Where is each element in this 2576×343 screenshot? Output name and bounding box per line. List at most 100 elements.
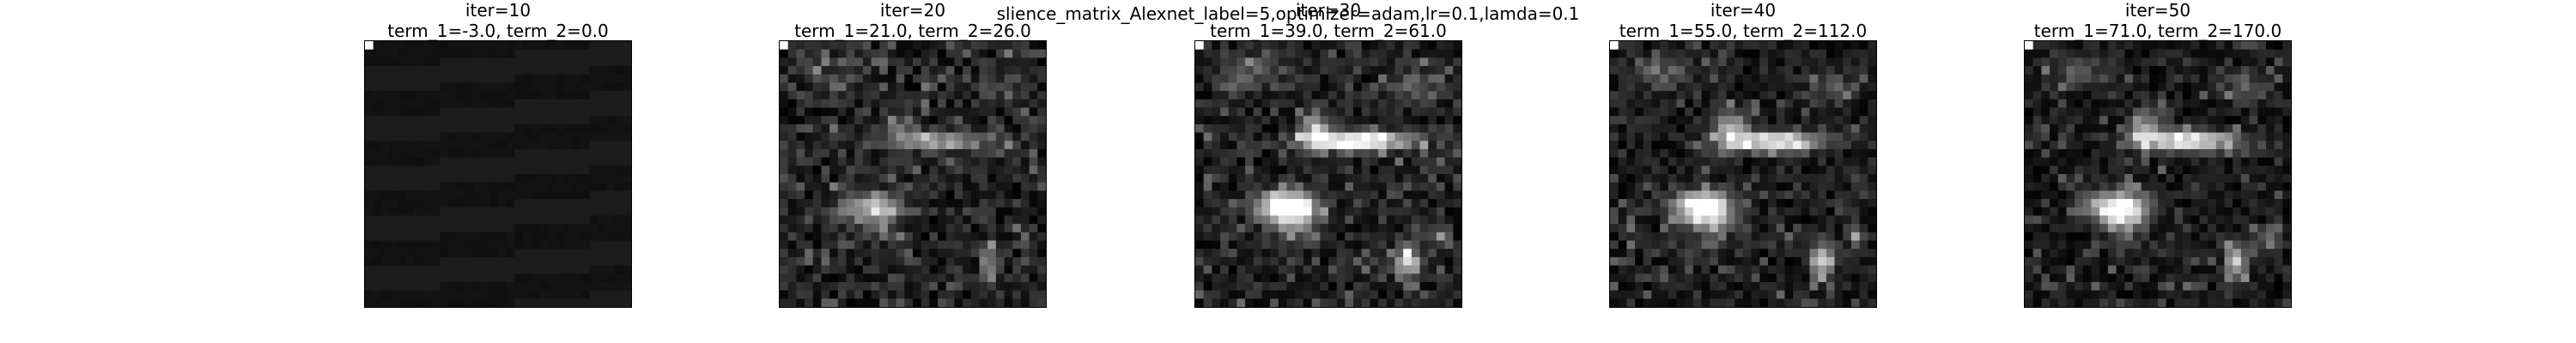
heatmap-cell [422,174,432,184]
heatmap-cell [1759,190,1769,200]
heatmap-cell [2141,116,2150,125]
heatmap-cell [605,274,615,283]
heatmap-cell [1303,215,1312,225]
heatmap-cell [995,91,1005,100]
heatmap-cell [1261,240,1271,250]
heatmap-cell [1710,157,1719,166]
heatmap-cell [2116,182,2125,191]
heatmap-cell [1270,74,1279,83]
heatmap-cell [2265,123,2275,133]
heatmap-cell [1843,182,1852,191]
heatmap-cell [1228,274,1237,283]
heatmap-cell [1676,232,1686,241]
heatmap-cell [2282,141,2291,150]
heatmap-cell [862,174,872,184]
heatmap-cell [1361,232,1370,241]
heatmap-cell [1453,256,1461,266]
heatmap-cell [954,182,963,191]
heatmap-cell [2149,165,2159,175]
heatmap-cell [1353,49,1363,58]
heatmap-cell [1428,148,1437,158]
heatmap-cell [514,57,524,67]
heatmap-cell [1626,57,1636,67]
heatmap-cell [1311,141,1321,150]
heatmap-cell [2158,41,2167,51]
heatmap-cell [995,190,1005,200]
heatmap-cell [598,132,607,141]
heatmap-cell [805,49,814,58]
heatmap-cell [970,249,980,258]
heatmap-cell [506,165,515,175]
heatmap-cell [821,265,830,274]
heatmap-cell [2032,49,2042,58]
heatmap-cell [787,82,797,92]
heatmap-cell [556,174,565,184]
heatmap-cell [2240,249,2250,258]
heatmap-cell [447,165,457,175]
heatmap-cell [854,240,864,250]
heatmap-cell [1245,298,1255,307]
heatmap-cell [904,256,914,266]
heatmap-cell [2174,199,2184,208]
heatmap-cell [548,141,557,150]
heatmap-cell [1676,123,1686,133]
heatmap-cell [1029,157,1038,166]
heatmap-cell [381,224,391,233]
heatmap-cell [995,249,1005,258]
heatmap-cell [1751,240,1760,250]
heatmap-cell [2183,207,2192,216]
heatmap-cell [2066,165,2075,175]
heatmap-cell [1685,290,1694,299]
heatmap-cell [837,66,847,75]
heatmap-cell [1726,57,1735,67]
heatmap-cell [1759,91,1769,100]
heatmap-cell [2233,91,2242,100]
heatmap-cell [1012,190,1022,200]
heatmap-cell [514,215,524,225]
heatmap-cell [2240,57,2250,67]
heatmap-cell [1195,157,1205,166]
heatmap-cell [556,190,565,200]
heatmap-cell [489,82,499,92]
heatmap-cell [1618,123,1627,133]
heatmap-cell [780,57,789,67]
heatmap-cell [821,298,830,307]
heatmap-cell [1361,174,1370,184]
heatmap-cell [1212,232,1221,241]
heatmap-cell [1328,141,1338,150]
heatmap-cell [805,274,814,283]
heatmap-cell [1236,224,1246,233]
heatmap-cell [2032,256,2042,266]
heatmap-cell [1020,240,1030,250]
heatmap-cell [1328,199,1338,208]
heatmap-cell [1436,256,1445,266]
heatmap-cell [1826,240,1835,250]
heatmap-cell [2066,232,2075,241]
heatmap-cell [1303,165,1312,175]
heatmap-cell [1428,232,1437,241]
heatmap-cell [854,57,864,67]
heatmap-cell [1610,74,1619,83]
heatmap-cell [780,199,789,208]
heatmap-cell [580,265,590,274]
heatmap-cell [398,224,407,233]
heatmap-cell [398,165,407,175]
heatmap-cell [1793,281,1802,291]
heatmap-cell [614,165,623,175]
heatmap-cell [1751,141,1760,150]
heatmap-cell [1353,199,1363,208]
heatmap-cell [787,123,797,133]
heatmap-cell [2183,49,2192,58]
heatmap-cell [506,148,515,158]
heatmap-cell [1717,141,1727,150]
panel-title-terms: term_1=-3.0, term_2=0.0 [387,21,609,41]
heatmap-cell [2091,57,2100,67]
heatmap-cell [1328,123,1338,133]
heatmap-cell [1020,74,1030,83]
heatmap-cell [1818,281,1827,291]
heatmap-cell [456,274,465,283]
heatmap-cell [514,141,524,150]
heatmap-cell [1320,174,1329,184]
heatmap-cell [1286,57,1296,67]
heatmap-cell [1834,232,1844,241]
